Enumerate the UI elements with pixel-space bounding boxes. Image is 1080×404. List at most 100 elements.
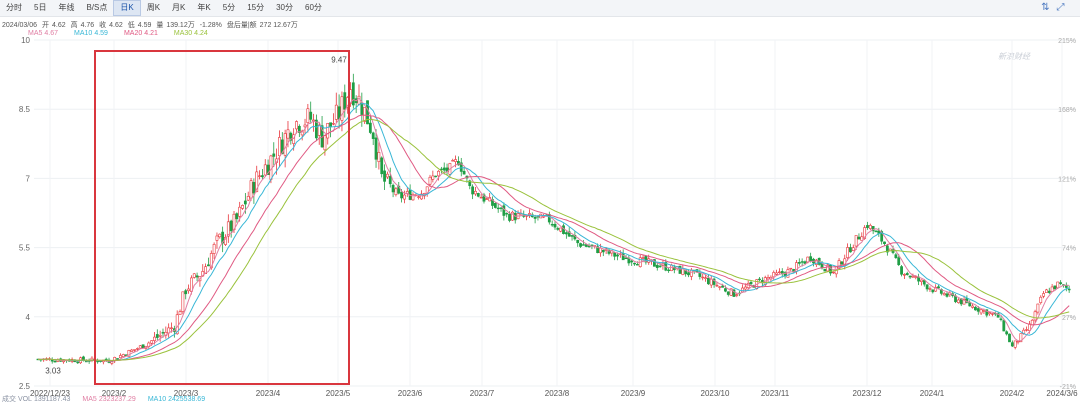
candle-body bbox=[454, 159, 457, 162]
candle-body bbox=[616, 254, 619, 257]
tab-10[interactable]: 30分 bbox=[276, 3, 293, 12]
candle-body bbox=[130, 349, 134, 352]
x-tick-label: 2023/9 bbox=[621, 389, 646, 398]
candle-body bbox=[442, 167, 446, 171]
candle-body bbox=[249, 180, 253, 199]
tab-3[interactable]: B/S点 bbox=[86, 3, 108, 12]
candle-body bbox=[1047, 290, 1051, 293]
candle-body bbox=[999, 318, 1003, 320]
quote-line: 2024/03/06 开 4.62 高 4.76 收 4.62 低 4.59 量 139.… bbox=[2, 20, 301, 30]
candle-body bbox=[991, 313, 994, 315]
tab-7[interactable]: 年K bbox=[197, 3, 211, 12]
ma-line-ma20 bbox=[37, 114, 1070, 362]
candle-body bbox=[127, 350, 131, 357]
candle-body bbox=[263, 164, 267, 176]
candle-body bbox=[735, 294, 739, 296]
candle-body bbox=[468, 180, 472, 187]
candle-body bbox=[1010, 342, 1014, 347]
settings-sliders-icon[interactable]: ⇅ bbox=[1041, 2, 1050, 13]
candle-body bbox=[743, 286, 747, 290]
candle-body bbox=[502, 205, 506, 216]
candle-body bbox=[400, 191, 404, 199]
candle-body bbox=[996, 313, 1000, 318]
x-tick-label: 2024/2 bbox=[1000, 389, 1025, 398]
tab-1[interactable]: 5日 bbox=[34, 3, 47, 12]
candle-body bbox=[394, 188, 398, 196]
min-price-annotation: 3.03 bbox=[45, 367, 61, 376]
ma-legend-2: MA20 4.21 bbox=[124, 30, 158, 37]
expand-icon[interactable]: ⤢ bbox=[1056, 2, 1065, 13]
candle-body bbox=[1053, 285, 1057, 290]
candle-body bbox=[962, 299, 966, 305]
candle-body bbox=[136, 348, 139, 350]
tab-4[interactable]: 日K bbox=[113, 0, 141, 16]
candle-body bbox=[403, 194, 406, 200]
vol-legend-label: MA5 bbox=[82, 396, 97, 403]
candle-body bbox=[533, 216, 537, 219]
candle-body bbox=[897, 257, 901, 266]
candle-body bbox=[417, 196, 421, 198]
toolbar-tools: ⇅ ⤢ bbox=[1040, 2, 1066, 13]
y-tick-label: 7 bbox=[26, 174, 31, 183]
highlight-box bbox=[94, 50, 350, 385]
candle-body bbox=[863, 227, 867, 239]
candle-body bbox=[934, 286, 938, 292]
candle-body bbox=[1042, 293, 1045, 297]
candle-body bbox=[721, 285, 724, 288]
ma-legend-value: 4.67 bbox=[44, 30, 59, 37]
candle-body bbox=[1016, 340, 1020, 343]
x-tick-label: 2023/7 bbox=[470, 389, 495, 398]
candle-body bbox=[599, 247, 602, 254]
candle-body bbox=[851, 247, 855, 251]
candle-body bbox=[982, 310, 986, 312]
candle-body bbox=[238, 206, 242, 217]
candle-body bbox=[377, 152, 381, 162]
candle-body bbox=[266, 164, 270, 175]
tab-0[interactable]: 分时 bbox=[6, 3, 22, 12]
candle-body bbox=[698, 272, 702, 277]
candle-body bbox=[184, 290, 188, 295]
candle-body bbox=[857, 236, 861, 240]
candle-body bbox=[582, 244, 585, 246]
close-value: 4.62 bbox=[109, 22, 123, 29]
tab-2[interactable]: 年线 bbox=[58, 3, 75, 12]
candle-body bbox=[550, 224, 554, 226]
candle-body bbox=[925, 284, 929, 290]
change-value: -1.28% bbox=[199, 22, 222, 29]
candle-body bbox=[374, 137, 378, 160]
tab-5[interactable]: 周K bbox=[146, 3, 161, 12]
candle-body bbox=[118, 355, 122, 359]
candle-body bbox=[874, 230, 878, 233]
candle-body bbox=[1008, 333, 1011, 343]
candle-body bbox=[633, 262, 636, 265]
candle-body bbox=[562, 225, 565, 234]
candle-body bbox=[434, 175, 438, 178]
candle-body bbox=[766, 277, 770, 280]
candle-body bbox=[922, 280, 926, 285]
candle-body bbox=[729, 288, 733, 296]
candle-body bbox=[635, 264, 639, 266]
period-tab-bar: 分时 5日 年线 B/S点 日K 周K 月K 年K 5分 15分 30分 60分 bbox=[0, 0, 1080, 17]
y-tick-label: 10 bbox=[21, 36, 30, 45]
high-label: 高 bbox=[70, 22, 78, 29]
candle-body bbox=[831, 271, 835, 274]
candle-body bbox=[255, 171, 259, 193]
candle-body bbox=[911, 275, 915, 278]
candle-body bbox=[778, 271, 781, 274]
tab-11[interactable]: 60分 bbox=[305, 3, 322, 12]
candle-body bbox=[1039, 296, 1043, 303]
candle-body bbox=[386, 173, 389, 178]
candle-body bbox=[431, 175, 435, 180]
candle-body bbox=[883, 241, 886, 244]
tab-8[interactable]: 5分 bbox=[222, 3, 236, 12]
ma-legend-value: 4.24 bbox=[194, 30, 208, 37]
candle-body bbox=[576, 239, 580, 244]
tab-6[interactable]: 月K bbox=[172, 3, 186, 12]
candle-body bbox=[670, 264, 673, 272]
candle-body bbox=[212, 244, 216, 254]
tab-9[interactable]: 15分 bbox=[247, 3, 265, 12]
candle-body bbox=[451, 160, 455, 162]
candle-body bbox=[1025, 329, 1028, 331]
candle-body bbox=[849, 247, 852, 253]
